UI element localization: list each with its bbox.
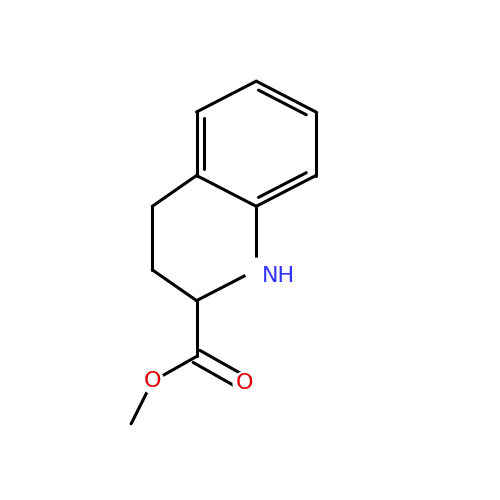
Text: O: O (144, 372, 161, 392)
Circle shape (141, 370, 164, 393)
Text: O: O (236, 374, 254, 394)
Circle shape (244, 258, 268, 281)
Text: NH: NH (262, 266, 295, 285)
Circle shape (233, 372, 256, 395)
